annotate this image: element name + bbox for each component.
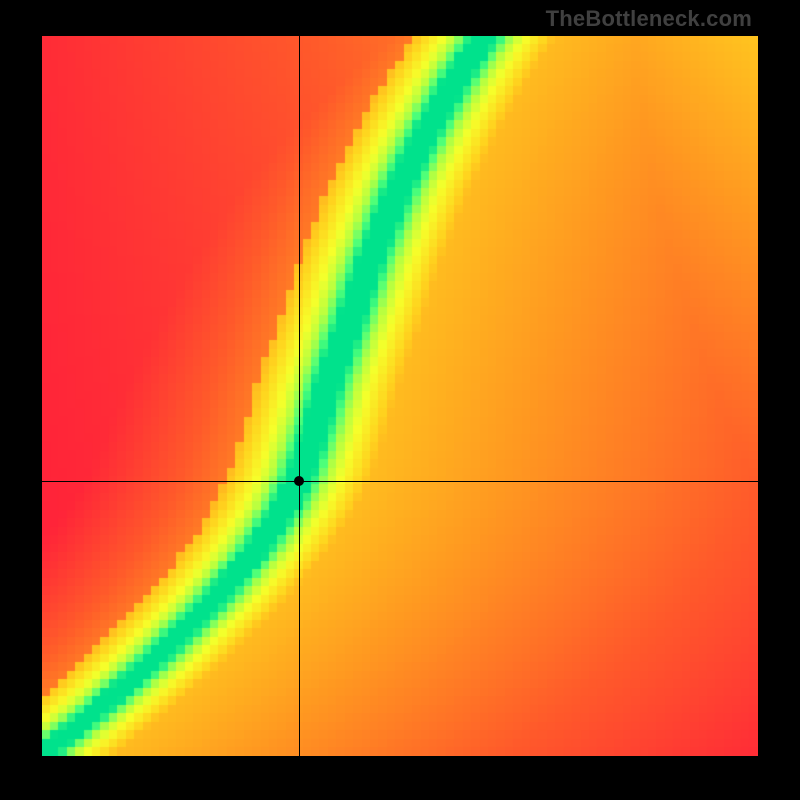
watermark-label: TheBottleneck.com xyxy=(546,6,752,32)
crosshair-marker xyxy=(294,476,304,486)
crosshair-vertical xyxy=(299,36,300,756)
crosshair-horizontal xyxy=(42,481,758,482)
figure-container: TheBottleneck.com xyxy=(0,0,800,800)
bottleneck-heatmap xyxy=(42,36,758,756)
